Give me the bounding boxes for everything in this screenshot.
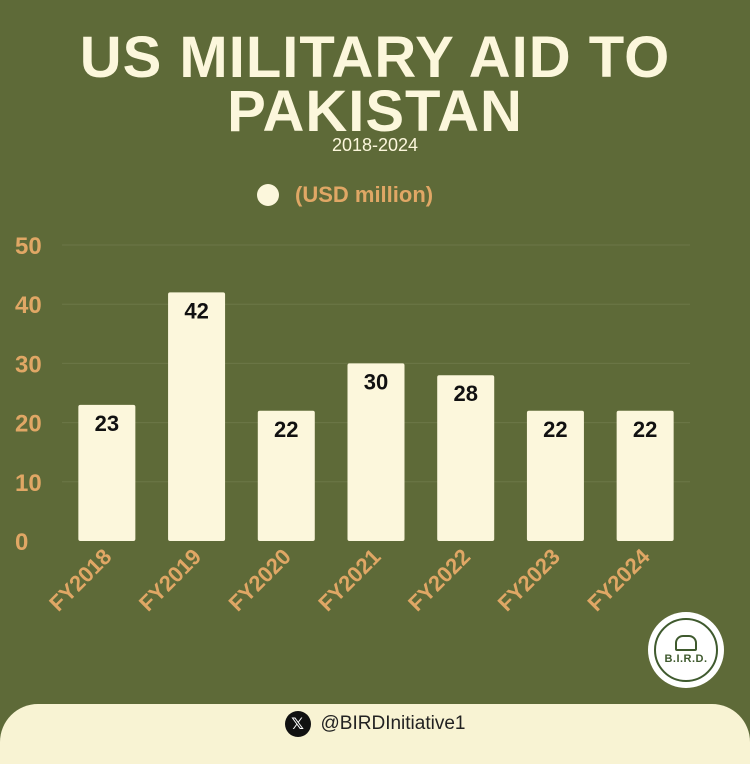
handle-text[interactable]: @BIRDInitiative1 [320,713,466,734]
y-tick-label: 10 [15,470,42,497]
y-tick-label: 40 [15,292,42,319]
bar [347,363,405,541]
legend: (USD million) [257,182,433,208]
x-tick-label: FY2018 [44,544,116,616]
data-label: 42 [184,298,208,323]
x-tick-label: FY2020 [224,544,296,616]
chart-title-line-2: PAKISTAN [227,79,523,144]
bar [168,292,226,541]
x-tick-label: FY2024 [583,543,656,616]
bird-logo: B.I.R.D. [648,612,724,688]
x-icon: 𝕏 [284,711,311,737]
bar [437,375,495,541]
x-tick-label: FY2023 [493,544,565,616]
logo-ring: B.I.R.D. [654,618,718,682]
bird-emblem-icon [675,635,697,651]
y-tick-label: 30 [15,351,42,378]
bar [257,410,315,541]
data-label: 22 [543,417,567,442]
x-tick-label: FY2019 [134,544,206,616]
bar [526,410,584,541]
data-label: 22 [274,417,298,442]
legend-swatch [257,184,279,206]
x-tick-label: FY2022 [403,544,475,616]
bar [78,404,136,541]
legend-label: (USD million) [295,182,434,207]
chart-subtitle: 2018-2024 [331,135,419,155]
x-tick-label: FY2021 [313,544,385,616]
data-label: 28 [453,381,477,406]
y-tick-label: 0 [15,529,28,556]
chart-title-line-1: US MILITARY AID TO [79,25,671,90]
bar-chart: 0 10 20 30 40 50 23 FY2018 42 FY2019 22 FY2020 30 FY2… [15,233,690,616]
data-label: 22 [633,417,657,442]
data-label: 30 [364,369,388,394]
social-handle[interactable]: 𝕏 @BIRDInitiative1 [0,711,750,737]
bar [616,410,674,541]
data-label: 23 [95,411,119,436]
y-tick-label: 20 [15,411,42,438]
y-tick-label: 50 [15,233,42,260]
logo-text: B.I.R.D. [664,653,708,665]
